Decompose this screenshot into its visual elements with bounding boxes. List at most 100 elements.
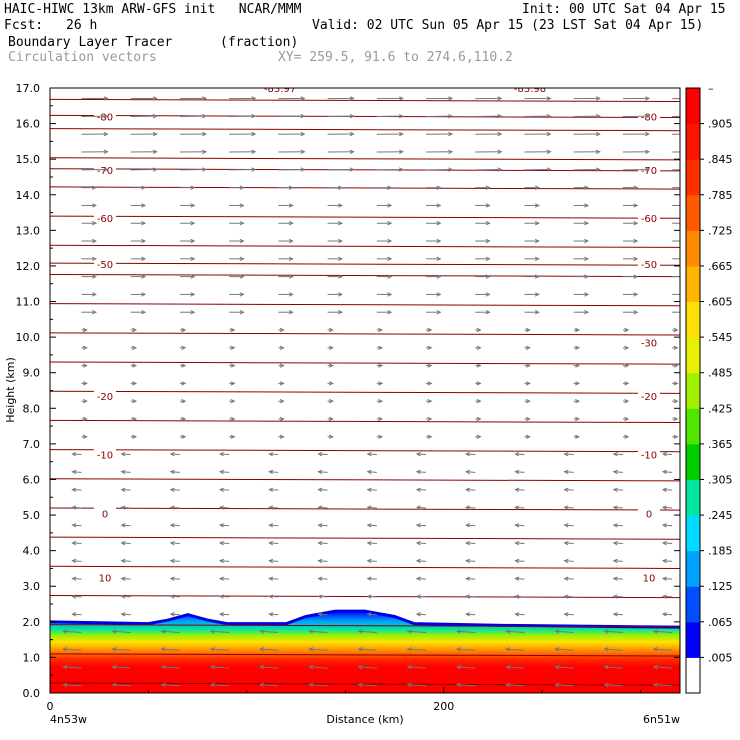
vector-shaft: [318, 489, 328, 491]
vector-head: [288, 185, 294, 190]
circulation-vector: [612, 487, 623, 492]
circulation-vector: [622, 292, 639, 297]
vector-shaft: [309, 648, 328, 651]
vector-head: [338, 256, 344, 262]
colorbar-segment: [686, 337, 700, 374]
circulation-vector: [661, 469, 673, 475]
circulation-vector: [278, 149, 306, 154]
y-tick-label: 17.0: [16, 82, 41, 95]
vector-head: [338, 185, 344, 190]
vector-head: [71, 558, 77, 564]
vector-head: [387, 256, 393, 262]
vector-shaft: [367, 613, 377, 616]
vector-head: [169, 558, 175, 564]
circulation-vector: [573, 203, 590, 208]
vector-shaft: [72, 613, 82, 616]
circulation-vector: [514, 594, 525, 599]
circulation-vector: [661, 558, 673, 564]
circulation-vector: [376, 185, 393, 190]
vector-shaft: [662, 542, 673, 545]
circulation-vector: [475, 114, 503, 119]
vector-shaft: [269, 524, 279, 527]
circulation-vector: [179, 381, 187, 386]
vector-head: [169, 576, 175, 581]
vector-head: [239, 292, 245, 297]
vector-head: [218, 487, 224, 492]
circulation-vector: [514, 612, 525, 617]
vector-shaft: [662, 524, 673, 527]
vector-shaft: [564, 471, 574, 473]
circulation-vector: [317, 558, 328, 564]
circulation-vector: [661, 540, 673, 546]
vector-head: [514, 487, 520, 492]
cross-section-endpoints: XY= 259.5, 91.6 to 274.6,110.2: [278, 50, 513, 65]
colorbar-label: .605: [708, 296, 733, 309]
vector-head: [152, 114, 158, 119]
circulation-vector: [376, 96, 404, 101]
vector-shaft: [506, 666, 525, 669]
vector-head: [612, 451, 618, 457]
vector-head: [132, 363, 138, 368]
vector-shaft: [358, 666, 377, 669]
vector-head: [268, 540, 274, 546]
vector-shaft: [220, 524, 230, 527]
vector-head: [251, 114, 257, 119]
vector-head: [645, 96, 651, 101]
circulation-vector: [376, 221, 393, 226]
vector-head: [465, 451, 471, 457]
circulation-vector: [426, 398, 433, 404]
vector-shaft: [112, 630, 131, 633]
vector-head: [209, 629, 215, 634]
vector-head: [169, 523, 175, 528]
vector-shaft: [407, 630, 427, 633]
vector-shaft: [220, 471, 230, 473]
vector-head: [378, 345, 384, 350]
vector-shaft: [604, 648, 623, 651]
circulation-vector: [672, 133, 680, 135]
circulation-vector: [406, 682, 427, 688]
vector-head: [645, 167, 651, 172]
circulation-vector: [81, 416, 88, 422]
vector-head: [230, 416, 236, 422]
vector-head: [661, 612, 667, 617]
circulation-vector: [524, 345, 531, 350]
circulation-vector: [169, 612, 180, 617]
vector-shaft: [121, 595, 131, 598]
vector-head: [436, 310, 442, 315]
vector-shaft: [121, 506, 131, 509]
y-tick-label: 15.0: [16, 153, 41, 166]
vector-head: [415, 523, 421, 528]
vector-head: [465, 576, 471, 581]
circulation-vector: [229, 310, 245, 315]
vector-shaft: [653, 666, 673, 669]
circulation-vector: [71, 594, 82, 599]
vector-head: [612, 469, 618, 475]
vector-head: [328, 416, 334, 422]
vector-head: [103, 149, 109, 154]
vector-head: [448, 131, 454, 137]
vector-shaft: [466, 560, 476, 562]
vector-head: [575, 416, 581, 422]
circulation-vector: [524, 292, 540, 297]
circulation-vector: [376, 256, 393, 262]
vector-head: [82, 327, 88, 333]
vector-head: [378, 398, 384, 404]
vector-head: [595, 131, 601, 137]
circulation-vector: [672, 381, 679, 386]
vector-shaft: [121, 613, 131, 616]
circulation-vector: [524, 381, 531, 386]
circulation-vector: [465, 469, 476, 475]
vector-head: [366, 558, 372, 564]
vector-head: [612, 523, 618, 528]
vector-head: [120, 540, 126, 546]
circulation-vector: [130, 96, 158, 101]
vector-head: [279, 327, 285, 333]
vector-head: [141, 292, 147, 297]
circulation-vector: [661, 505, 673, 510]
temperature-contour: [50, 244, 680, 248]
circulation-vector: [218, 576, 230, 581]
vector-head: [534, 185, 540, 190]
vector-head: [465, 487, 471, 492]
vector-shaft: [662, 578, 673, 580]
circulation-vector: [603, 664, 623, 670]
